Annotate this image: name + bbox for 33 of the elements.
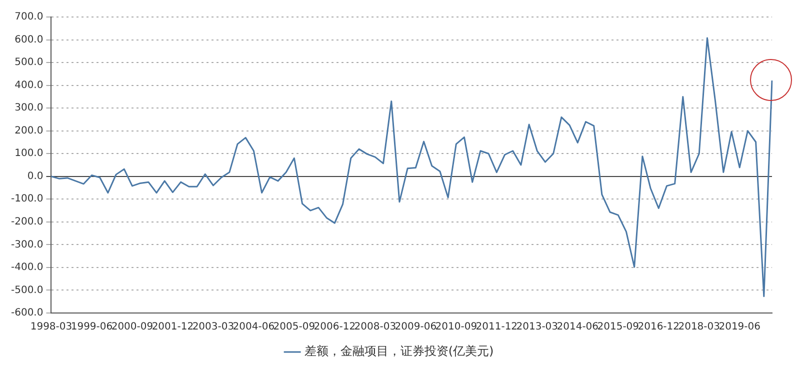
x-tick-label: 2000-09: [111, 322, 154, 333]
x-tick-label: 2010-09: [435, 322, 478, 333]
y-tick-label: -300.0: [10, 239, 44, 250]
x-tick-label: 2014-06: [556, 322, 599, 333]
y-tick-label: 200.0: [14, 125, 44, 136]
y-tick-label: -400.0: [10, 262, 44, 274]
x-tick-label: 2019-06: [718, 322, 761, 333]
y-tick-label: -500.0: [10, 284, 44, 296]
y-tick-label: 500.0: [14, 57, 44, 68]
x-tick-label: 2001-12: [152, 322, 194, 333]
y-tick-label: -600.0: [10, 308, 44, 319]
y-tick-label: 0.0: [27, 170, 44, 182]
y-tick-label: 400.0: [14, 80, 44, 91]
x-tick-label: 2003-03: [192, 322, 234, 333]
x-tick-label: 1999-06: [70, 322, 113, 333]
x-tick-label: 2005-09: [273, 322, 316, 333]
x-tick-label: 2013-03: [516, 322, 558, 333]
x-tick-label: 2008-03: [354, 322, 396, 333]
y-tick-label: -200.0: [10, 216, 44, 228]
x-tick-label: 1998-03: [30, 322, 72, 333]
x-tick-label: 2004-06: [232, 322, 275, 333]
x-tick-label: 2015-09: [597, 322, 640, 333]
x-tick-label: 2016-12: [638, 322, 680, 333]
y-tick-label: 100.0: [14, 148, 44, 160]
x-tick-label: 2011-12: [476, 322, 518, 333]
x-tick-label: 2006-12: [314, 322, 356, 333]
legend-label: 差额，金融项目，证券投资(亿美元): [304, 344, 494, 358]
y-tick-label: 600.0: [14, 34, 44, 46]
y-tick-label: -100.0: [10, 194, 44, 205]
x-tick-label: 2009-06: [394, 322, 437, 333]
x-tick-label: 2018-03: [678, 322, 720, 333]
y-tick-label: 700.0: [14, 12, 44, 23]
y-tick-label: 300.0: [14, 102, 44, 114]
